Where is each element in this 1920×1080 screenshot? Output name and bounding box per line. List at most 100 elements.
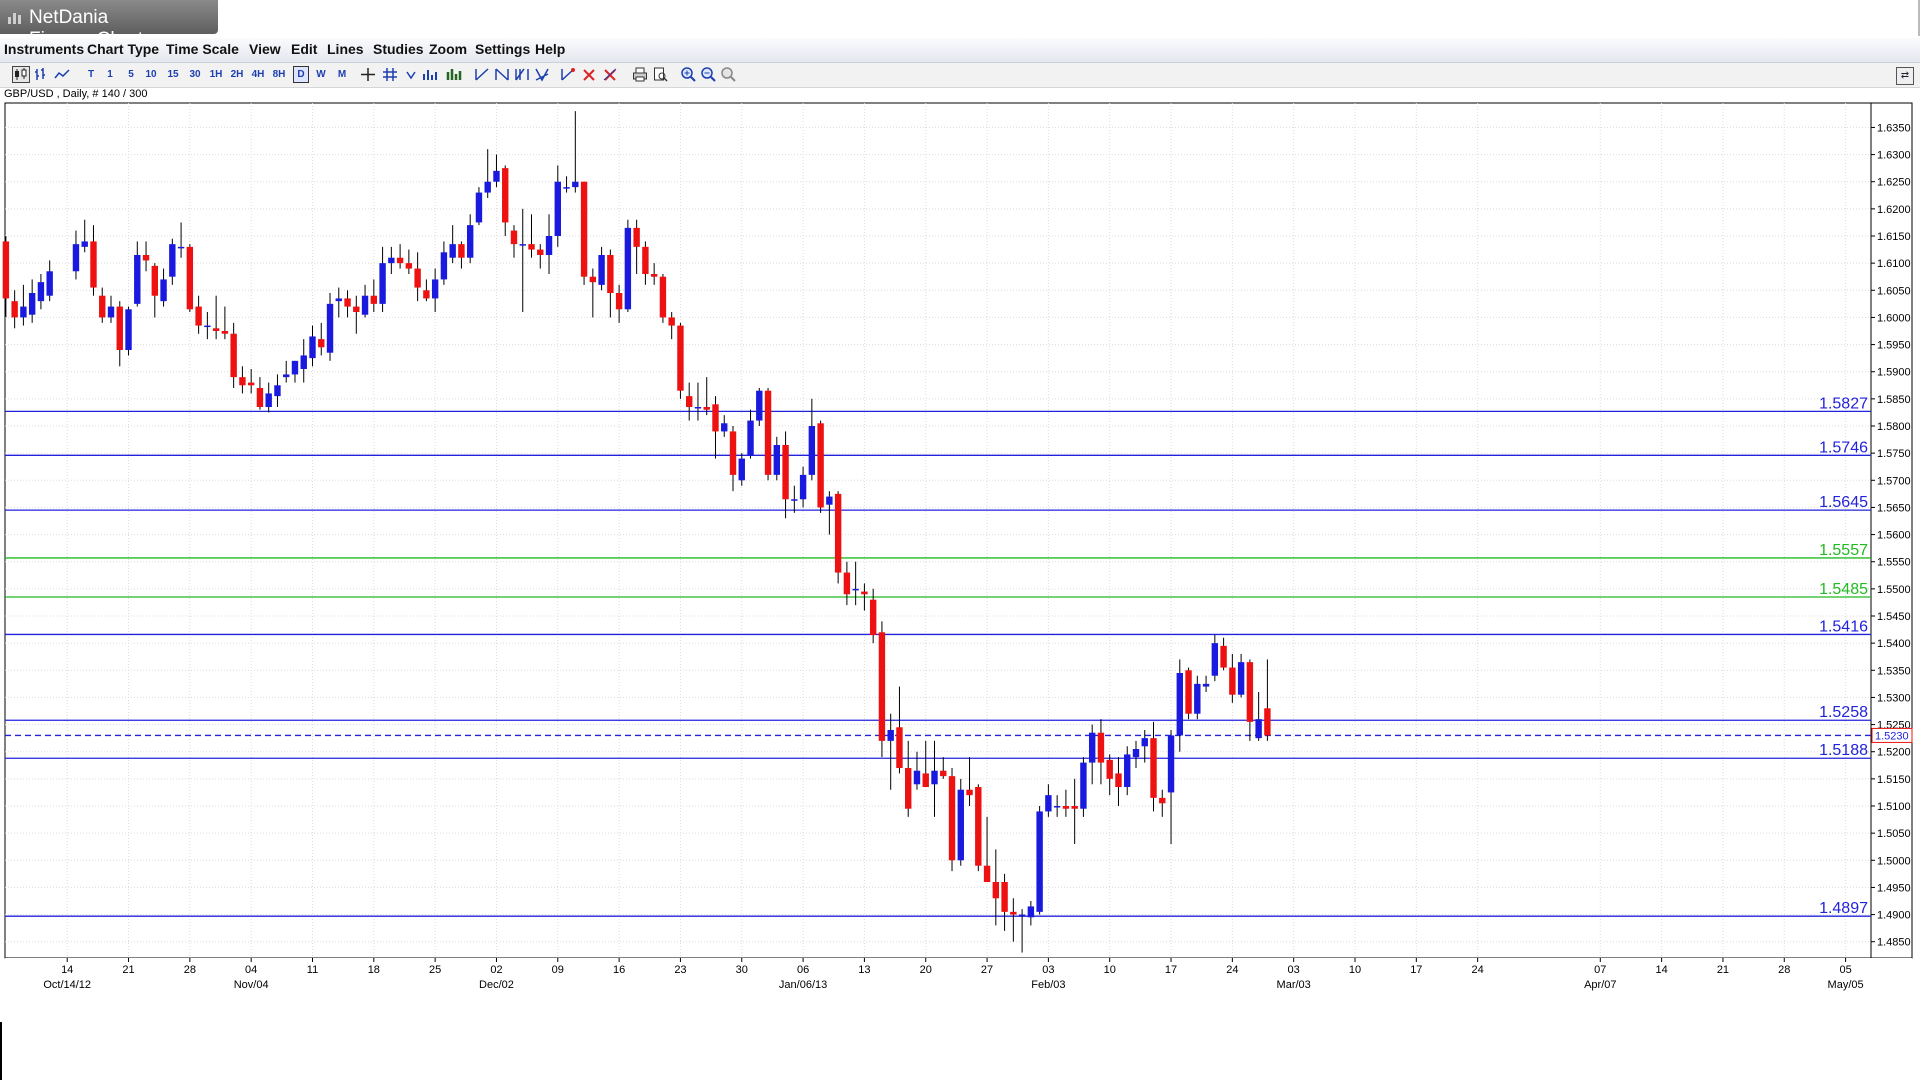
- y-tick-label: 1.5750: [1877, 448, 1911, 460]
- interval-5min-button[interactable]: 5: [128, 69, 134, 80]
- candle-down: [1185, 670, 1192, 714]
- candle-up: [283, 374, 290, 378]
- candle-down: [1001, 882, 1008, 912]
- zoom-in-icon[interactable]: [680, 66, 696, 83]
- interval-10min-button[interactable]: 10: [145, 69, 157, 80]
- candle-up: [791, 499, 798, 501]
- price-chart[interactable]: 1.5827 1.5746 1.5645 1.5557 1.5485 1.5416 1.52…: [0, 99, 1920, 999]
- menu-edit[interactable]: Edit: [291, 41, 318, 57]
- line-chart-icon[interactable]: [54, 66, 70, 83]
- crosshair-icon[interactable]: [360, 66, 376, 83]
- candle-down: [142, 255, 150, 261]
- interval-4h-button[interactable]: 4H: [251, 69, 265, 80]
- candle-up: [957, 789, 964, 861]
- menu-time-scale[interactable]: Time Scale: [166, 41, 239, 57]
- grid-icon[interactable]: [382, 66, 398, 83]
- y-tick-label: 1.5700: [1877, 475, 1911, 487]
- candle-down: [90, 241, 97, 288]
- menu-view[interactable]: View: [249, 41, 281, 57]
- candle-down: [782, 445, 789, 500]
- x-tick-label: 30: [736, 964, 748, 976]
- candles: [2, 111, 1271, 953]
- y-tick-label: 1.5900: [1877, 367, 1911, 379]
- candle-up: [1018, 914, 1026, 917]
- candle-down: [896, 727, 903, 768]
- candle-down: [843, 572, 851, 595]
- candle-down: [247, 382, 255, 386]
- candle-up: [1202, 683, 1210, 687]
- window-title-tab: NetDania FinanceChart: [0, 0, 218, 50]
- interval-daily-button[interactable]: D: [293, 66, 309, 83]
- candle-up: [913, 770, 921, 785]
- menu-instruments[interactable]: Instruments: [4, 41, 85, 57]
- fibonacci-icon[interactable]: [514, 66, 530, 83]
- candle-up: [1255, 719, 1262, 739]
- print-icon[interactable]: [632, 66, 648, 83]
- candle-down: [1071, 806, 1078, 809]
- interval-1h-button[interactable]: 1H: [209, 69, 223, 80]
- candle-down: [975, 787, 982, 866]
- plot-border: [4, 102, 1872, 959]
- level-label: 1.5416: [1819, 618, 1868, 635]
- interval-weekly-button[interactable]: W: [316, 69, 326, 80]
- candle-up: [1053, 806, 1061, 808]
- candle-down: [1229, 667, 1236, 695]
- x-tick-label: 21: [1717, 964, 1729, 976]
- x-tick-sublabel: Nov/04: [234, 979, 269, 991]
- menu-chart-type[interactable]: Chart Type: [87, 41, 160, 57]
- x-tick-label: 21: [122, 964, 134, 976]
- candle-up: [756, 390, 763, 421]
- menu-studies[interactable]: Studies: [373, 41, 424, 57]
- candle-down: [615, 293, 623, 310]
- delete-icon[interactable]: [582, 66, 596, 83]
- candle-up: [169, 244, 176, 277]
- x-tick-label: 05: [1839, 964, 1851, 976]
- interval-30min-button[interactable]: 30: [189, 69, 201, 80]
- interval-monthly-button[interactable]: M: [337, 69, 347, 80]
- chart-area[interactable]: 1.5827 1.5746 1.5645 1.5557 1.5485 1.5416 1.52…: [0, 99, 1920, 999]
- candle-up: [265, 393, 272, 407]
- volume-icon[interactable]: [422, 66, 440, 83]
- menu-zoom[interactable]: Zoom: [429, 41, 468, 57]
- interval-tick-button[interactable]: T: [87, 69, 95, 80]
- tooltip-icon[interactable]: [404, 66, 418, 83]
- y-tick-label: 1.5000: [1877, 855, 1911, 867]
- menu-lines[interactable]: Lines: [327, 41, 364, 57]
- candle-down: [370, 295, 378, 304]
- candle-down: [1220, 645, 1227, 668]
- x-tick-sublabel: Mar/03: [1277, 979, 1311, 991]
- x-tick-label: 02: [490, 964, 502, 976]
- candle-down: [99, 295, 106, 318]
- interval-2h-button[interactable]: 2H: [230, 69, 244, 80]
- trendline-icon[interactable]: [474, 66, 490, 83]
- current-price-label: 1.5230: [1875, 730, 1909, 742]
- y-tick-label: 1.5650: [1877, 502, 1911, 514]
- candle-down: [817, 423, 824, 508]
- status-area: [0, 998, 1920, 1080]
- x-tick-label: 23: [674, 964, 686, 976]
- candle-down: [712, 404, 719, 432]
- bar-chart-icon[interactable]: [34, 66, 50, 83]
- study-icon[interactable]: [446, 66, 464, 83]
- candle-up: [46, 271, 53, 296]
- candle-up: [72, 244, 80, 272]
- print-preview-icon[interactable]: [652, 66, 668, 83]
- candle-up: [1027, 906, 1035, 918]
- level-label: 1.5485: [1819, 581, 1868, 598]
- menu-settings[interactable]: Settings: [475, 41, 531, 57]
- interval-8h-button[interactable]: 8H: [272, 69, 286, 80]
- candle-up: [134, 255, 141, 304]
- candle-down: [677, 325, 684, 391]
- interval-15min-button[interactable]: 15: [167, 69, 179, 80]
- delete-all-icon[interactable]: [602, 66, 618, 83]
- candlestick-chart-icon[interactable]: [12, 66, 30, 83]
- draw-line-icon[interactable]: [560, 66, 576, 83]
- gann-icon[interactable]: [534, 66, 550, 83]
- candle-up: [1045, 795, 1052, 812]
- panel-toggle-button[interactable]: ⇄: [1896, 67, 1914, 85]
- menu-help[interactable]: Help: [535, 41, 566, 57]
- zoom-out-icon[interactable]: [700, 66, 716, 83]
- channel-icon[interactable]: [494, 66, 510, 83]
- interval-1min-button[interactable]: 1: [107, 69, 113, 80]
- zoom-reset-icon[interactable]: [720, 66, 736, 83]
